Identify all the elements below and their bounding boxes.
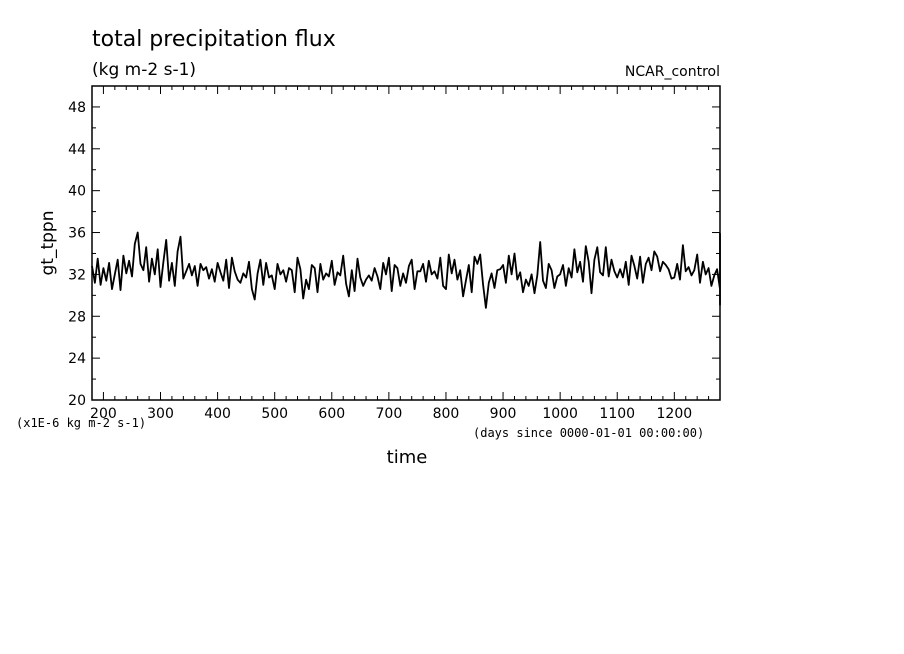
x-tick-label: 400 — [204, 406, 231, 422]
y-tick-label: 40 — [68, 184, 86, 200]
x-tick-label: 900 — [490, 406, 517, 422]
y-tick-label: 48 — [68, 100, 86, 116]
series-layer — [91, 231, 721, 309]
y-tick-label: 44 — [68, 142, 86, 158]
y-axis-ticks: 20 24 28 32 36 40 44 48 — [68, 100, 720, 409]
x-units-note: (days since 0000-01-01 00:00:00) — [473, 426, 704, 440]
chart-units-label: (kg m-2 s-1) — [92, 60, 196, 80]
x-axis-label: time — [387, 447, 428, 468]
y-scale-note: (x1E-6 kg m-2 s-1) — [16, 416, 146, 430]
plot-frame — [91, 85, 721, 401]
y-tick-label: 24 — [68, 351, 86, 367]
y-tick-label: 20 — [68, 393, 86, 409]
x-axis-ticks: 200 300 400 500 600 700 800 900 1000 1100 1200 — [90, 86, 721, 422]
x-tick-label: 800 — [433, 406, 460, 422]
x-tick-label: 300 — [147, 406, 174, 422]
x-tick-label: 1000 — [542, 406, 578, 422]
y-tick-label: 36 — [68, 226, 86, 242]
x-tick-label: 200 — [90, 406, 117, 422]
x-tick-label: 500 — [261, 406, 288, 422]
x-tick-label: 1200 — [657, 406, 693, 422]
x-tick-label: 700 — [376, 406, 403, 422]
plot-border — [91, 85, 721, 401]
y-tick-label: 32 — [68, 267, 86, 283]
series-line — [91, 231, 721, 309]
x-tick-label: 1100 — [599, 406, 635, 422]
experiment-label: NCAR_control — [625, 64, 720, 80]
y-axis-label: gt_tppn — [38, 211, 58, 276]
x-tick-label: 600 — [318, 406, 345, 422]
chart-title: total precipitation flux — [92, 27, 336, 52]
y-tick-label: 28 — [68, 309, 86, 325]
